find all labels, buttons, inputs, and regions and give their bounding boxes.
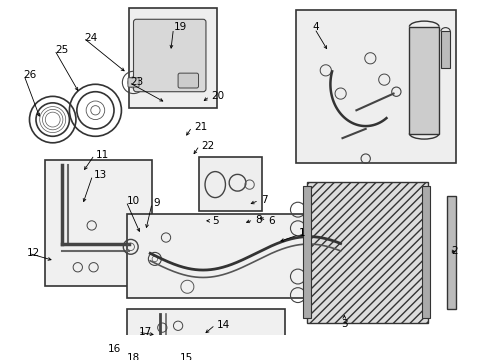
- Text: 9: 9: [153, 198, 159, 208]
- Text: 16: 16: [107, 344, 121, 354]
- Text: 12: 12: [27, 248, 40, 258]
- Text: 21: 21: [193, 122, 207, 132]
- Text: 11: 11: [95, 150, 108, 160]
- Text: 26: 26: [23, 70, 36, 80]
- Bar: [127, 309, 285, 360]
- Bar: [422, 186, 429, 318]
- Text: 3: 3: [340, 319, 347, 329]
- Bar: [198, 157, 261, 211]
- Text: 17: 17: [139, 327, 152, 337]
- Text: 5: 5: [212, 216, 219, 226]
- Text: 19: 19: [173, 22, 186, 32]
- Text: 18: 18: [127, 353, 140, 360]
- Bar: [127, 214, 363, 298]
- Bar: [408, 27, 438, 134]
- Text: 22: 22: [201, 141, 214, 150]
- Text: 24: 24: [84, 33, 97, 43]
- Bar: [306, 182, 427, 323]
- FancyBboxPatch shape: [128, 78, 139, 87]
- Text: 8: 8: [255, 215, 261, 225]
- Bar: [446, 196, 455, 309]
- FancyBboxPatch shape: [133, 19, 205, 92]
- Text: 1: 1: [298, 228, 305, 238]
- Text: 2: 2: [450, 247, 457, 256]
- Bar: [440, 31, 449, 68]
- Text: 15: 15: [180, 353, 193, 360]
- Bar: [295, 10, 455, 163]
- Bar: [45, 161, 152, 286]
- Text: 23: 23: [129, 77, 143, 87]
- Text: 10: 10: [127, 196, 140, 206]
- Bar: [129, 8, 217, 108]
- Text: 6: 6: [267, 216, 274, 226]
- Text: 25: 25: [55, 45, 69, 55]
- Bar: [303, 186, 310, 318]
- Text: 4: 4: [312, 22, 319, 32]
- Text: 7: 7: [260, 195, 267, 206]
- Text: 14: 14: [217, 320, 230, 330]
- Text: 20: 20: [211, 91, 224, 102]
- Text: 13: 13: [93, 170, 106, 180]
- FancyBboxPatch shape: [178, 73, 198, 88]
